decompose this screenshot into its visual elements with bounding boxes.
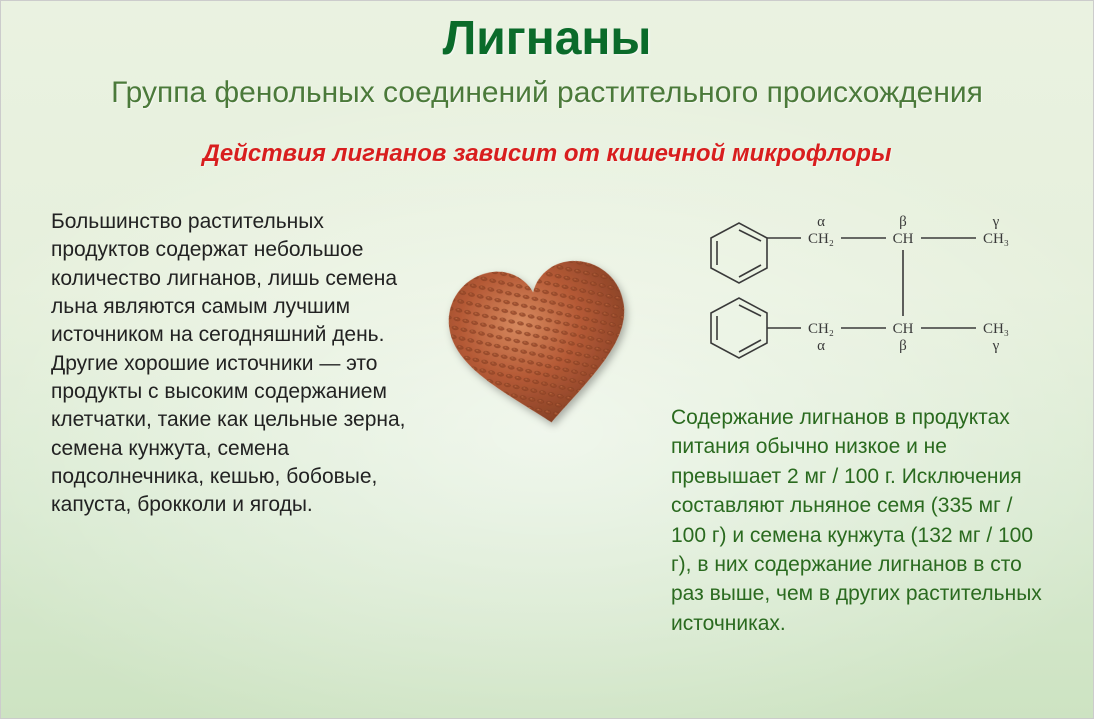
- right-column: α CH₂ β CH γ CH₃ CH₂ α CH β CH₃: [671, 208, 1043, 638]
- label-ch-b: CH: [893, 321, 914, 337]
- slide: Лигнаны Группа фенольных соединений раст…: [0, 0, 1094, 719]
- subtitle: Группа фенольных соединений растительног…: [41, 76, 1053, 110]
- chemical-structure-diagram: α CH₂ β CH γ CH₃ CH₂ α CH β CH₃: [681, 208, 1041, 373]
- flaxseed-heart-image: [441, 248, 641, 448]
- label-gamma: γ: [992, 214, 1000, 230]
- label-ch2-b: CH₂: [808, 321, 834, 337]
- left-paragraph: Большинство растительных продуктов содер…: [51, 208, 411, 520]
- center-image-container: [431, 208, 651, 448]
- label-beta: β: [899, 214, 907, 230]
- content-columns: Большинство растительных продуктов содер…: [41, 208, 1053, 638]
- page-title: Лигнаны: [41, 11, 1053, 66]
- right-paragraph: Содержание лигнанов в продуктах питания …: [671, 403, 1043, 638]
- label-alpha: α: [817, 214, 825, 230]
- label-ch: CH: [893, 231, 914, 247]
- label-gamma-b: γ: [992, 338, 1000, 354]
- label-beta-b: β: [899, 338, 907, 354]
- label-alpha-b: α: [817, 338, 825, 354]
- label-ch3-b: CH₃: [983, 321, 1009, 337]
- label-ch3: CH₃: [983, 231, 1009, 247]
- label-ch2: CH₂: [808, 231, 834, 247]
- red-subheading: Действия лигнанов зависит от кишечной ми…: [41, 140, 1053, 168]
